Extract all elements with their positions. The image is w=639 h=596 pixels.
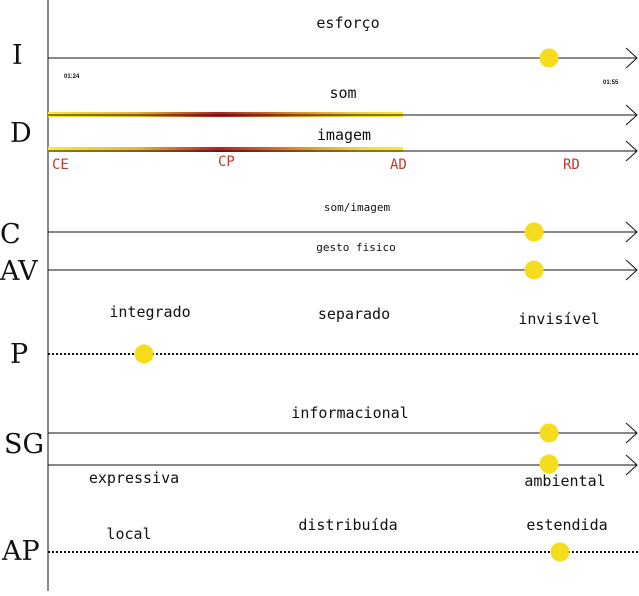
imagem-gradient-bar bbox=[48, 147, 403, 152]
ap-marker bbox=[550, 542, 570, 562]
row-label-c: C bbox=[0, 219, 21, 250]
p-scale-integrado: integrado bbox=[109, 303, 191, 321]
esforco-marker bbox=[539, 48, 559, 68]
som-arrowhead bbox=[625, 104, 638, 126]
time-end-label: 01:55 bbox=[603, 80, 619, 86]
sg-label-ambiental: ambiental bbox=[524, 472, 606, 490]
d-scale-rd: RD bbox=[563, 157, 580, 173]
time-start-label: 01:24 bbox=[64, 74, 80, 80]
expressiva-ambiental-marker bbox=[539, 454, 559, 474]
ap-scale-estendida: estendida bbox=[526, 516, 608, 534]
gesto-fisico-label: gesto fisico bbox=[316, 241, 396, 254]
row-label-sg: SG bbox=[4, 429, 45, 460]
informacional-label: informacional bbox=[291, 404, 409, 422]
expressiva-ambiental-arrowhead bbox=[625, 454, 638, 476]
som-label: som bbox=[329, 84, 357, 102]
d-scale-cp: CP bbox=[218, 154, 235, 170]
imagem-arrowhead bbox=[625, 140, 638, 162]
d-scale-ce: CE bbox=[52, 157, 69, 173]
p-scale-invisivel: invisível bbox=[518, 310, 600, 328]
som-imagem-marker bbox=[524, 222, 544, 242]
ap-scale-distribuida: distribuída bbox=[298, 516, 398, 534]
sg-label-expressiva: expressiva bbox=[88, 469, 180, 487]
row-label-i: I bbox=[12, 40, 23, 71]
p-scale-separado: separado bbox=[317, 305, 391, 323]
row-label-ap: AP bbox=[2, 536, 40, 567]
informacional-arrowhead bbox=[625, 422, 638, 444]
gesto-fisico-marker bbox=[524, 260, 544, 280]
esforco-label: esforço bbox=[316, 14, 380, 32]
imagem-label: imagem bbox=[316, 126, 372, 144]
p-marker bbox=[134, 344, 154, 364]
som-imagem-label: som/imagem bbox=[323, 201, 391, 214]
row-label-d: D bbox=[10, 118, 32, 149]
d-scale-ad: AD bbox=[390, 157, 407, 173]
row-label-av: AV bbox=[0, 256, 38, 287]
row-label-p: P bbox=[10, 339, 29, 370]
som-imagem-arrowhead bbox=[625, 221, 638, 243]
ap-scale-local: local bbox=[106, 525, 152, 543]
informacional-marker bbox=[539, 423, 559, 443]
gesto-fisico-arrowhead bbox=[625, 259, 638, 281]
esforco-arrowhead bbox=[625, 47, 638, 69]
